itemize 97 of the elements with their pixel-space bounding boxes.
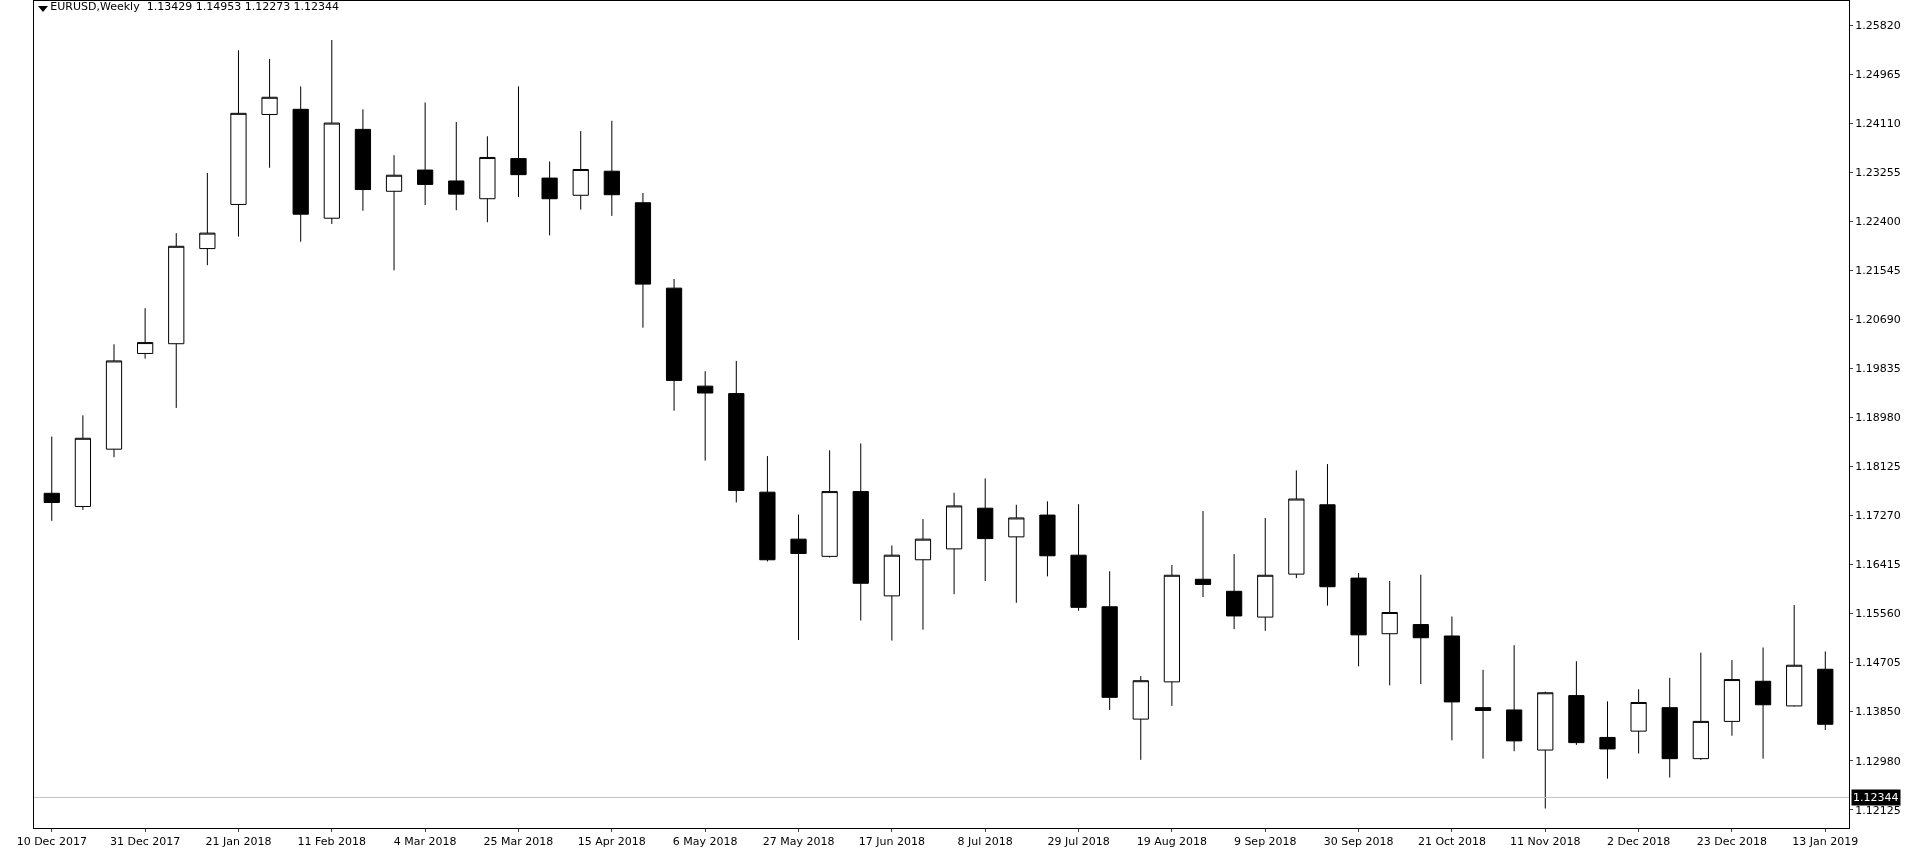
- y-tick-label: 1.25820: [1855, 18, 1901, 32]
- candlestick: [137, 307, 154, 360]
- candlestick: [1381, 580, 1398, 686]
- candlestick: [1443, 616, 1461, 741]
- y-tick-label: 1.19835: [1855, 361, 1901, 375]
- candlestick: [728, 360, 745, 503]
- x-tick-label: 13 Jan 2019: [1792, 835, 1859, 849]
- candlestick: [914, 518, 932, 631]
- x-tick-label: 11 Nov 2018: [1510, 835, 1581, 849]
- candlestick: [852, 442, 869, 622]
- x-tick-label: 15 Apr 2018: [577, 835, 646, 849]
- candlestick: [199, 172, 216, 266]
- y-tick-label: 1.12125: [1855, 803, 1901, 817]
- x-tick-label: 6 May 2018: [672, 835, 738, 849]
- candlestick: [1568, 660, 1585, 746]
- candlestick: [1537, 691, 1554, 810]
- candlestick: [1661, 677, 1678, 779]
- y-tick-label: 1.24110: [1855, 116, 1901, 130]
- candlestick: [634, 192, 652, 329]
- y-tick-label: 1.13850: [1855, 704, 1901, 718]
- candlestick: [354, 108, 372, 212]
- y-tick-label: 1.21545: [1855, 263, 1901, 277]
- candlestick: [479, 135, 496, 223]
- candlestick: [292, 85, 309, 243]
- candlestick: [1599, 700, 1616, 780]
- candlestick: [1817, 650, 1834, 731]
- y-tick-label: 1.22400: [1855, 214, 1901, 228]
- candlestick: [1319, 463, 1336, 607]
- x-tick-label: 23 Dec 2018: [1696, 835, 1768, 849]
- y-tick-label: 1.14705: [1855, 655, 1901, 669]
- y-tick-label: 1.18980: [1855, 410, 1901, 424]
- candlestick: [945, 492, 963, 595]
- x-tick-label: 29 Jul 2018: [1047, 835, 1110, 849]
- x-tick-label: 4 Mar 2018: [393, 835, 457, 849]
- chart-title: EURUSD,Weekly 1.13429 1.14953 1.12273 1.12344: [50, 0, 340, 14]
- y-tick-label: 1.24965: [1855, 67, 1901, 81]
- x-tick-label: 21 Jan 2018: [205, 835, 272, 849]
- x-tick-label: 30 Sep 2018: [1323, 835, 1394, 849]
- candlestick: [665, 278, 683, 412]
- candlestick: [603, 120, 620, 217]
- candlestick: [510, 85, 527, 198]
- candlestick: [1070, 503, 1087, 612]
- x-tick-label: 25 Mar 2018: [483, 835, 554, 849]
- y-tick-label: 1.23255: [1855, 165, 1901, 179]
- x-tick-label: 27 May 2018: [762, 835, 835, 849]
- x-tick-label: 21 Oct 2018: [1417, 835, 1486, 849]
- candlestick: [43, 436, 60, 522]
- candlestick: [1194, 510, 1212, 598]
- candlestick: [1412, 574, 1429, 685]
- candlestick: [1692, 652, 1709, 761]
- y-tick-label: 1.17270: [1855, 508, 1901, 522]
- candlestick: [230, 49, 247, 238]
- y-tick-label: 1.20690: [1855, 312, 1901, 326]
- candlestick: [821, 449, 838, 558]
- candlestick: [448, 121, 465, 211]
- candlestick: [1630, 688, 1647, 754]
- candlestick: [105, 343, 123, 458]
- candlestick: [1288, 469, 1305, 579]
- candlestick: [417, 101, 434, 206]
- candlestick: [261, 58, 278, 169]
- x-tick-label: 17 Jun 2018: [858, 835, 925, 849]
- candlestick: [1226, 553, 1243, 630]
- candlestick: [1474, 669, 1492, 760]
- candlestick: [1506, 644, 1523, 752]
- y-tick-label: 1.18125: [1855, 459, 1901, 473]
- candlestick: [977, 477, 994, 582]
- x-tick-label: 11 Feb 2018: [297, 835, 367, 849]
- candlestick: [1723, 659, 1741, 737]
- x-tick-label: 10 Dec 2017: [16, 835, 87, 849]
- candlestick: [168, 232, 185, 409]
- candlestick: [1163, 564, 1181, 707]
- y-tick-label: 1.16415: [1855, 557, 1901, 571]
- candlestick: [1101, 570, 1118, 711]
- candlestick: [790, 514, 807, 641]
- candlestick: [1132, 675, 1149, 761]
- candlestick: [759, 455, 776, 562]
- x-tick-label: 9 Sep 2018: [1233, 835, 1297, 849]
- candlestick: [1754, 646, 1772, 760]
- candlestick: [1039, 500, 1056, 577]
- candlestick: [74, 414, 92, 511]
- y-tick-label: 1.15560: [1855, 606, 1901, 620]
- x-tick-label: 8 Jul 2018: [957, 835, 1013, 849]
- x-tick-label: 19 Aug 2018: [1136, 835, 1208, 849]
- candlestick: [572, 130, 589, 211]
- candlestick: [541, 160, 558, 236]
- ref-line-label: 1.12344: [1853, 791, 1899, 804]
- candlestick: [323, 39, 340, 225]
- candlestick: [1257, 517, 1274, 632]
- candlestick: [1786, 604, 1803, 707]
- candlestick: [697, 370, 714, 462]
- y-tick-label: 1.12980: [1855, 754, 1901, 768]
- x-tick-label: 2 Dec 2018: [1606, 835, 1671, 849]
- candlestick: [1350, 572, 1367, 667]
- candlestick: [883, 544, 900, 642]
- candlestick: [1008, 504, 1025, 604]
- x-tick-label: 31 Dec 2017: [109, 835, 181, 849]
- candlestick: [385, 154, 403, 271]
